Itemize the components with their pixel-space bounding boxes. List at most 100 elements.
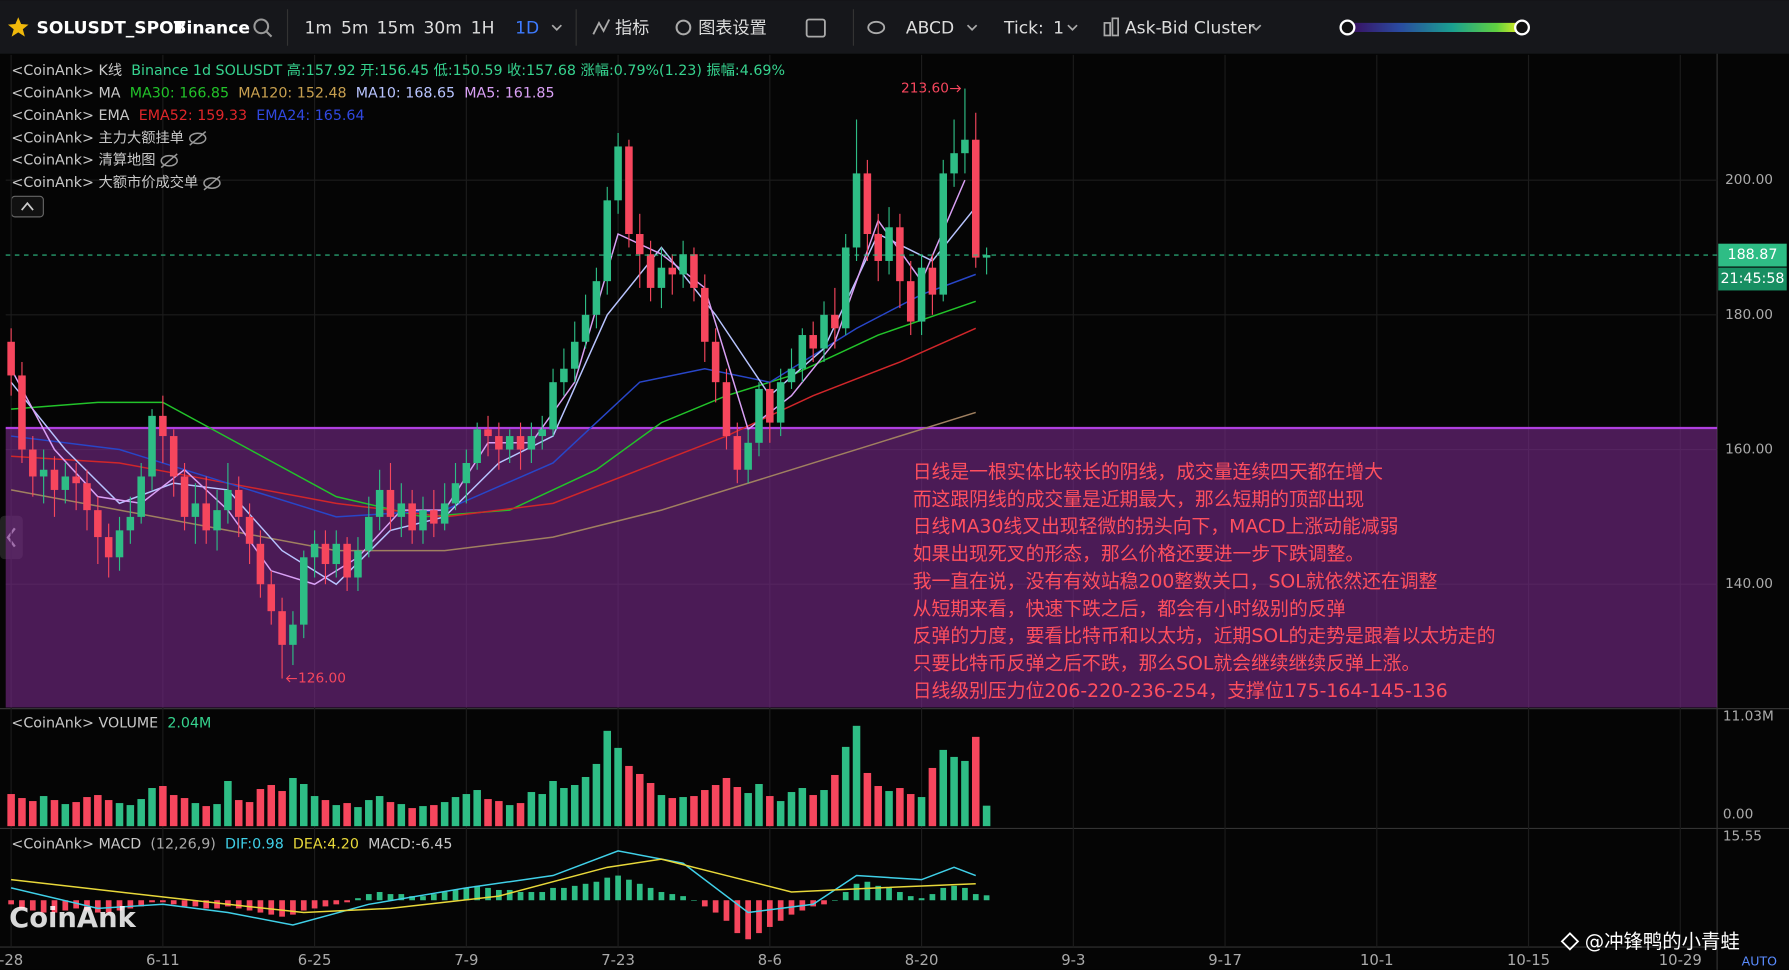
candle-body — [202, 503, 210, 531]
candle-body — [289, 624, 297, 645]
macd-bar — [571, 885, 578, 901]
volume-tick-label: 0.00 — [1723, 807, 1753, 823]
volume-bar — [289, 777, 297, 827]
layout-icon[interactable] — [805, 18, 826, 38]
macd-bar — [430, 894, 437, 901]
interval-button[interactable]: 1D — [515, 19, 539, 39]
note-line: 只要比特币反弹之后不跌，那么SOL就会继续继续反弹上涨。 — [913, 653, 1421, 675]
macd-bar — [290, 900, 296, 915]
volume-bar — [29, 801, 37, 827]
gear-icon[interactable] — [675, 19, 692, 36]
candle-body — [971, 139, 980, 258]
candle-body — [72, 476, 80, 484]
volume-bar — [950, 756, 958, 827]
volume-bar — [202, 806, 210, 827]
candle-body — [755, 388, 763, 443]
x-tick-label: 10-1 — [1360, 952, 1394, 969]
auto-label: AUTO — [1742, 953, 1777, 968]
chevron[interactable] — [966, 24, 978, 31]
candle-body — [234, 489, 243, 517]
chevron[interactable] — [551, 24, 562, 31]
search-icon[interactable] — [253, 18, 273, 38]
macd-bar — [40, 900, 47, 913]
abcd-button[interactable]: ABCD — [906, 19, 954, 39]
macd-bar — [105, 900, 112, 913]
macd-label: <CoinAnk> MACD — [11, 836, 141, 852]
macd-tick-label: 15.55 — [1723, 828, 1762, 844]
candle-body — [939, 173, 948, 295]
macd-bar — [420, 896, 426, 901]
candle-body — [83, 483, 91, 511]
chevron[interactable] — [1251, 24, 1262, 31]
collapse-button[interactable] — [10, 195, 44, 218]
settings-button[interactable]: 图表设置 — [698, 19, 766, 39]
macd-bar — [550, 887, 556, 901]
chevron[interactable] — [1067, 24, 1078, 31]
tick-value[interactable]: 1 — [1053, 19, 1064, 39]
candle-body — [473, 429, 481, 464]
volume-bar — [570, 785, 579, 827]
macd-bar — [723, 900, 730, 921]
volume-bar — [115, 803, 124, 827]
macd-bar — [355, 898, 361, 901]
macd-bar — [886, 887, 892, 901]
indicator-icon[interactable] — [592, 19, 611, 35]
macd-bar — [593, 881, 600, 901]
x-tick-label: 7-23 — [601, 952, 635, 969]
eye-icon[interactable] — [867, 20, 886, 35]
volume-bar — [169, 795, 178, 827]
macd-bar — [658, 892, 665, 901]
candle-body — [7, 341, 15, 376]
indicators-button[interactable]: 指标 — [615, 19, 649, 39]
volume-bar — [549, 780, 557, 827]
volume-bar — [657, 795, 666, 827]
interval-button[interactable]: 15m — [377, 19, 415, 39]
volume-bar — [581, 776, 590, 827]
candle-body — [375, 489, 384, 517]
volume-bar — [744, 793, 752, 827]
volume-bar — [809, 795, 817, 827]
candle-body — [343, 543, 351, 578]
y-tick-label: 140.00 — [1725, 576, 1773, 592]
candle-body — [169, 436, 178, 477]
x-tick-label: 7-9 — [454, 952, 478, 969]
interval-button[interactable]: 1m — [305, 19, 333, 39]
candle-body — [798, 335, 807, 369]
candle-body — [61, 476, 70, 490]
volume-bar — [408, 808, 416, 827]
interval-button[interactable]: 1H — [471, 19, 495, 39]
candle-body — [332, 543, 341, 565]
interval-button[interactable]: 5m — [341, 19, 369, 39]
cluster-icon[interactable] — [1103, 17, 1119, 37]
credit-icon — [1560, 932, 1580, 951]
volume-bar — [473, 790, 481, 827]
heat-slider[interactable] — [1346, 22, 1524, 33]
watermark: CoinAnk — [9, 903, 136, 934]
macd-bar — [701, 900, 708, 907]
volume-bar — [224, 780, 232, 827]
macd-bar — [116, 900, 123, 911]
candle-body — [104, 537, 113, 558]
candle-body — [462, 463, 471, 484]
macd-bar — [691, 900, 697, 901]
star-icon[interactable] — [7, 17, 29, 37]
interval-button[interactable]: 30m — [423, 19, 461, 39]
dea-line — [10, 858, 976, 914]
cluster-button[interactable]: Ask-Bid Cluster — [1125, 19, 1256, 39]
x-tick-label: -28 — [0, 952, 23, 969]
dif-line — [10, 850, 976, 926]
slider-handle[interactable] — [1339, 19, 1356, 36]
x-tick-label: 10-15 — [1507, 952, 1550, 969]
tick-label: Tick: — [1003, 19, 1044, 39]
volume-bar — [982, 805, 991, 827]
slider-handle[interactable] — [1514, 19, 1531, 36]
macd-bar — [907, 896, 914, 901]
volume-bar — [332, 805, 341, 827]
candle-body — [560, 368, 568, 383]
macd-bar — [149, 900, 155, 903]
volume-bar — [137, 799, 145, 827]
countdown: 21:45:58 — [1720, 271, 1784, 287]
volume-bar — [668, 798, 677, 827]
macd-bar — [777, 900, 784, 921]
macd-bar — [669, 894, 676, 901]
